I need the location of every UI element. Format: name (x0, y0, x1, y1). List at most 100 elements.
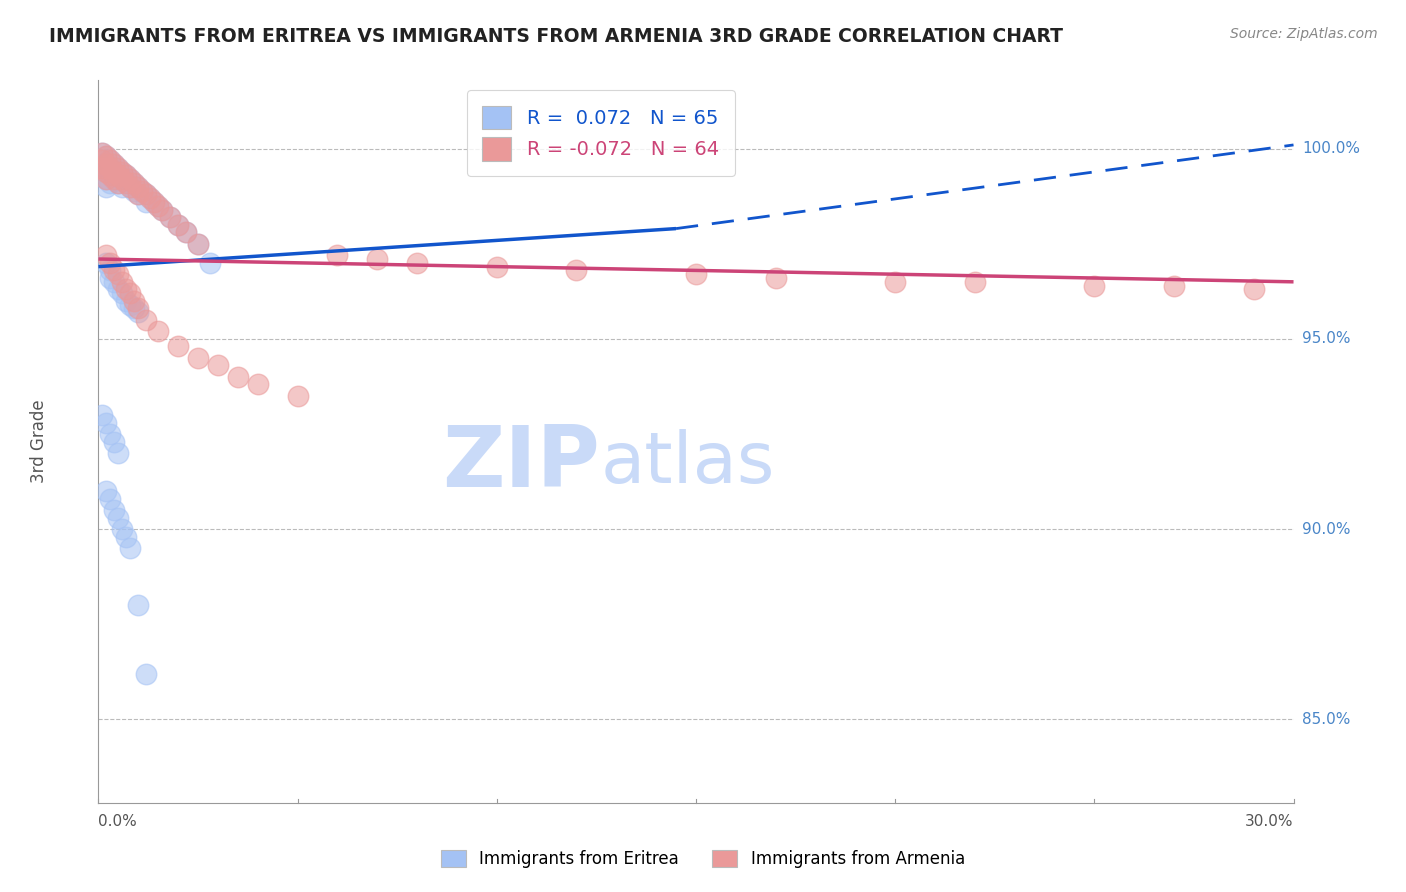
Text: Source: ZipAtlas.com: Source: ZipAtlas.com (1230, 27, 1378, 41)
Point (103, 263, 125, 277)
Point (120, 179, 142, 194)
Point (98, 169, 122, 183)
Point (198, 256, 221, 270)
Point (103, 275, 125, 289)
Point (115, 530, 138, 544)
Point (120, 541, 142, 555)
Point (326, 248, 349, 262)
Point (111, 172, 134, 186)
Point (98, 176, 122, 190)
Point (103, 164, 125, 178)
Text: 3rd Grade: 3rd Grade (30, 400, 48, 483)
Point (111, 164, 134, 178)
Point (148, 324, 170, 338)
Point (685, 267, 707, 281)
Point (135, 194, 157, 209)
Point (111, 179, 134, 194)
Point (366, 252, 388, 266)
Text: 30.0%: 30.0% (1246, 814, 1294, 830)
Point (127, 187, 149, 202)
Point (111, 164, 134, 178)
Point (135, 187, 157, 202)
Point (565, 263, 588, 277)
Point (96, 416, 118, 430)
Point (107, 169, 129, 183)
Point (187, 351, 209, 365)
Point (103, 503, 125, 517)
Text: 90.0%: 90.0% (1302, 522, 1350, 536)
Point (207, 359, 229, 373)
Point (96, 157, 118, 171)
Point (103, 172, 125, 186)
Point (174, 226, 197, 240)
Point (139, 191, 162, 205)
Point (765, 271, 787, 285)
Point (96, 172, 118, 186)
Point (143, 194, 166, 209)
Point (115, 169, 138, 183)
Text: atlas: atlas (600, 429, 775, 498)
Point (91, 153, 114, 168)
Text: 95.0%: 95.0% (1302, 331, 1350, 346)
Point (167, 218, 190, 232)
Point (127, 598, 149, 612)
Point (107, 161, 129, 175)
Point (1163, 278, 1185, 293)
Text: IMMIGRANTS FROM ERITREA VS IMMIGRANTS FROM ARMENIA 3RD GRADE CORRELATION CHART: IMMIGRANTS FROM ERITREA VS IMMIGRANTS FR… (49, 27, 1063, 45)
Text: 85.0%: 85.0% (1302, 712, 1350, 727)
Point (96, 157, 118, 171)
Point (127, 179, 149, 194)
Point (226, 370, 249, 384)
Point (127, 187, 149, 202)
Point (107, 176, 129, 190)
Point (115, 176, 138, 190)
Point (159, 210, 181, 224)
Point (96, 149, 118, 163)
Point (127, 179, 149, 194)
Point (91, 161, 114, 175)
Point (111, 275, 134, 289)
Point (98, 263, 122, 277)
Point (150, 202, 173, 217)
Point (1243, 282, 1265, 296)
Point (884, 275, 907, 289)
Point (963, 275, 986, 289)
Point (124, 176, 146, 190)
Point (131, 184, 153, 198)
Point (167, 339, 190, 353)
Point (107, 446, 129, 460)
Point (103, 157, 125, 171)
Point (124, 301, 146, 316)
Point (135, 313, 157, 327)
Point (103, 434, 125, 449)
Point (150, 202, 173, 217)
Point (103, 157, 125, 171)
Point (107, 161, 129, 175)
Point (107, 510, 129, 524)
Point (120, 179, 142, 194)
Point (120, 286, 142, 301)
Point (96, 164, 118, 178)
Point (139, 191, 162, 205)
Point (127, 301, 149, 316)
Text: ZIP: ZIP (443, 422, 600, 505)
Point (107, 169, 129, 183)
Legend: Immigrants from Eritrea, Immigrants from Armenia: Immigrants from Eritrea, Immigrants from… (434, 843, 972, 875)
Point (103, 164, 125, 178)
Point (107, 176, 129, 190)
Point (91, 145, 114, 160)
Point (167, 218, 190, 232)
Point (148, 199, 170, 213)
Point (98, 153, 122, 168)
Point (91, 153, 114, 168)
Point (96, 483, 118, 498)
Point (91, 145, 114, 160)
Point (98, 161, 122, 175)
Point (96, 149, 118, 163)
Point (96, 179, 118, 194)
Point (98, 169, 122, 183)
Point (96, 248, 118, 262)
Text: 100.0%: 100.0% (1302, 141, 1360, 156)
Point (103, 172, 125, 186)
Point (287, 389, 309, 403)
